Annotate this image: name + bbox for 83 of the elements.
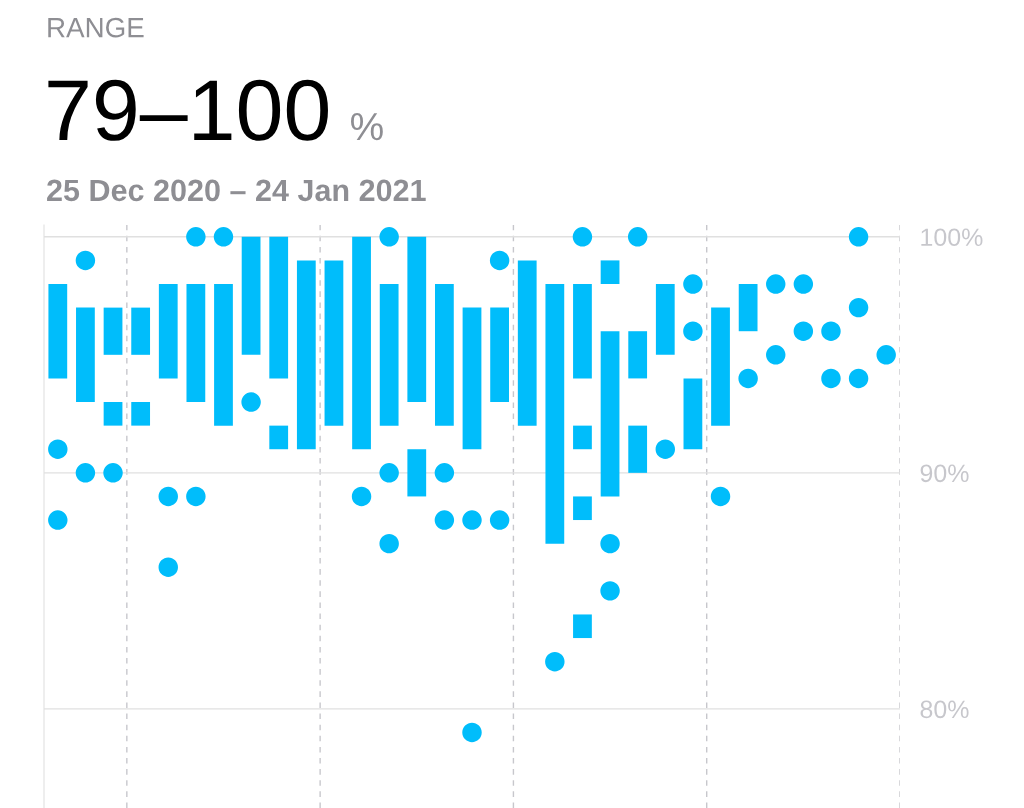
point [572, 227, 593, 247]
point [103, 463, 123, 483]
point [627, 227, 648, 247]
point [793, 321, 814, 341]
point [545, 651, 565, 672]
point [848, 368, 869, 389]
bar [655, 284, 675, 355]
y-tick-label: 100% [921, 228, 983, 247]
bar [131, 402, 151, 426]
bar [214, 284, 233, 426]
bar [517, 260, 537, 426]
point [351, 486, 372, 507]
bar [573, 425, 592, 450]
point [241, 392, 261, 412]
point [766, 274, 786, 294]
bar [628, 425, 648, 473]
point [434, 463, 455, 483]
bar [158, 284, 178, 379]
point [683, 274, 703, 294]
bar [186, 284, 206, 403]
bar [711, 307, 730, 426]
point [821, 321, 841, 341]
bar [600, 331, 620, 497]
bar [573, 284, 592, 379]
bar [103, 307, 123, 355]
bar [462, 307, 482, 450]
point [710, 486, 731, 507]
bar [573, 614, 592, 639]
point [600, 533, 620, 554]
point [683, 321, 703, 341]
bar [435, 284, 454, 426]
bar [103, 402, 123, 426]
bar [76, 307, 95, 403]
point [766, 345, 786, 365]
y-tick-label: 90% [920, 464, 969, 483]
point [379, 227, 399, 247]
point [379, 463, 399, 483]
bar [545, 284, 565, 544]
point [213, 227, 234, 247]
point [158, 486, 178, 507]
point [462, 510, 482, 530]
bar [490, 307, 509, 403]
point [48, 439, 68, 459]
point [848, 227, 869, 247]
y-tick-label: 80% [920, 700, 969, 719]
bar [379, 284, 399, 426]
point [48, 510, 68, 530]
bar [683, 378, 703, 450]
bar [407, 236, 427, 403]
bar [600, 260, 620, 285]
bar [352, 236, 371, 450]
point [738, 368, 758, 389]
bar [573, 496, 592, 521]
bar [48, 284, 68, 379]
point [793, 274, 814, 294]
bar [269, 425, 289, 450]
bar [269, 236, 289, 379]
point [848, 297, 869, 318]
bar [628, 331, 648, 379]
point [379, 533, 399, 554]
point [158, 557, 178, 577]
bar [738, 284, 758, 332]
point [821, 368, 841, 389]
point [434, 510, 455, 530]
point [75, 250, 96, 271]
point [186, 486, 206, 507]
bar [241, 236, 261, 355]
text: 79–100 [48, 79, 328, 141]
point [186, 227, 206, 247]
point [876, 345, 896, 365]
point [655, 439, 676, 459]
bar [131, 307, 151, 355]
bar [296, 260, 316, 450]
chart-title: RANGE [48, 17, 144, 38]
bar [407, 449, 427, 497]
point [75, 463, 96, 483]
bar [324, 260, 344, 426]
text: % [351, 113, 383, 141]
point [600, 581, 620, 601]
point [462, 722, 482, 743]
point [489, 510, 510, 530]
point [489, 250, 510, 271]
chart-subtitle: 25 Dec 2020 – 24 Jan 2021 [47, 179, 426, 202]
